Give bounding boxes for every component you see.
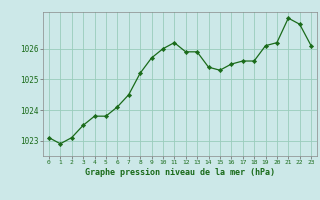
X-axis label: Graphe pression niveau de la mer (hPa): Graphe pression niveau de la mer (hPa) <box>85 168 275 177</box>
